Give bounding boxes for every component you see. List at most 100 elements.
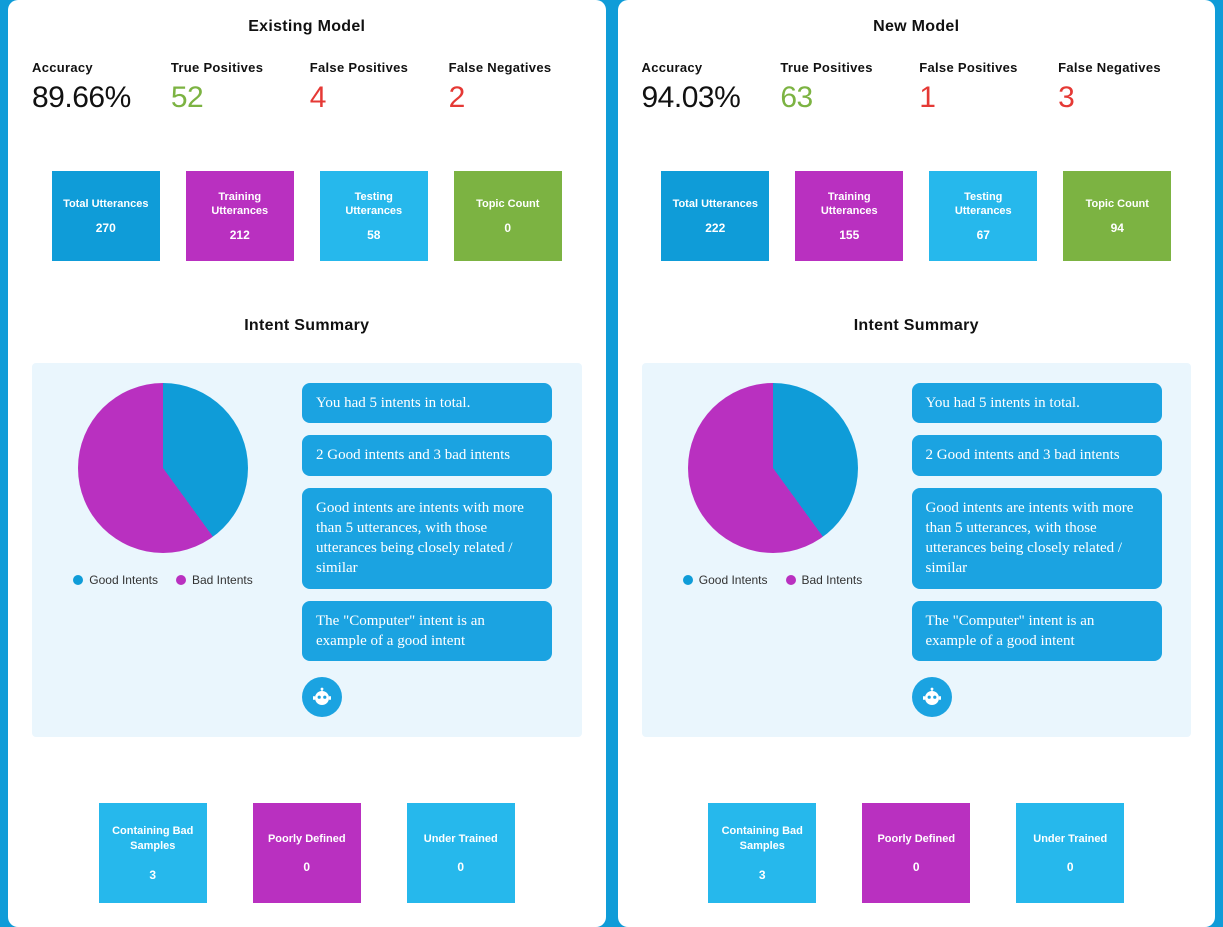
bottom-card-value: 0 [913, 860, 920, 874]
metric-label: Accuracy [32, 60, 165, 75]
panel-existing-model: Existing Model Accuracy 89.66% True Posi… [8, 0, 606, 927]
stat-card-topic-count[interactable]: Topic Count 0 [454, 171, 562, 261]
metric-value: 63 [780, 81, 913, 115]
metric-false-positives: False Positives 1 [919, 60, 1052, 115]
metric-value: 2 [449, 81, 582, 115]
pie-legend: Good Intents Bad Intents [73, 573, 252, 587]
legend-dot-icon [786, 575, 796, 585]
summary-bubble: You had 5 intents in total. [302, 383, 552, 423]
metrics-row: Accuracy 94.03% True Positives 63 False … [642, 60, 1192, 115]
pie-column: Good Intents Bad Intents [658, 383, 888, 717]
stat-card-value: 222 [705, 221, 725, 235]
panel-new-model: New Model Accuracy 94.03% True Positives… [618, 0, 1216, 927]
card-under-trained[interactable]: Under Trained 0 [1016, 803, 1124, 903]
legend-item-good: Good Intents [683, 573, 768, 587]
card-poorly-defined[interactable]: Poorly Defined 0 [253, 803, 361, 903]
stat-card-training-utterances[interactable]: Training Utterances 212 [186, 171, 294, 261]
bot-icon[interactable] [912, 677, 952, 717]
metric-value: 89.66% [32, 81, 165, 115]
stat-card-label: Topic Count [476, 197, 539, 211]
metric-label: False Positives [919, 60, 1052, 75]
summary-bubble: Good intents are intents with more than … [302, 488, 552, 589]
metric-value: 52 [171, 81, 304, 115]
summary-bubble: The "Computer" intent is an example of a… [302, 601, 552, 662]
metric-true-positives: True Positives 63 [780, 60, 913, 115]
stat-card-topic-count[interactable]: Topic Count 94 [1063, 171, 1171, 261]
bottom-card-label: Under Trained [424, 832, 498, 847]
bottom-card-value: 0 [303, 860, 310, 874]
summary-bubble: 2 Good intents and 3 bad intents [302, 435, 552, 475]
metric-false-negatives: False Negatives 2 [449, 60, 582, 115]
stat-card-value: 0 [504, 221, 511, 235]
stat-card-value: 155 [839, 228, 859, 242]
legend-label: Bad Intents [192, 573, 253, 587]
bottom-cards-row: Containing Bad Samples 3 Poorly Defined … [642, 803, 1192, 903]
metric-value: 1 [919, 81, 1052, 115]
stat-card-value: 58 [367, 228, 380, 242]
card-under-trained[interactable]: Under Trained 0 [407, 803, 515, 903]
bottom-card-label: Under Trained [1033, 832, 1107, 847]
summary-bubble: The "Computer" intent is an example of a… [912, 601, 1162, 662]
card-containing-bad-samples[interactable]: Containing Bad Samples 3 [99, 803, 207, 903]
card-poorly-defined[interactable]: Poorly Defined 0 [862, 803, 970, 903]
legend-item-good: Good Intents [73, 573, 158, 587]
metric-true-positives: True Positives 52 [171, 60, 304, 115]
metric-label: False Negatives [1058, 60, 1191, 75]
metric-value: 3 [1058, 81, 1191, 115]
stat-card-testing-utterances[interactable]: Testing Utterances 58 [320, 171, 428, 261]
stat-card-value: 270 [96, 221, 116, 235]
stat-card-value: 67 [977, 228, 990, 242]
legend-label: Good Intents [89, 573, 158, 587]
legend-label: Bad Intents [802, 573, 863, 587]
metric-label: False Negatives [449, 60, 582, 75]
stat-card-training-utterances[interactable]: Training Utterances 155 [795, 171, 903, 261]
legend-item-bad: Bad Intents [786, 573, 863, 587]
metric-value: 4 [310, 81, 443, 115]
bottom-card-value: 3 [149, 868, 156, 882]
intent-pie-chart [78, 383, 248, 553]
stat-card-value: 94 [1111, 221, 1124, 235]
summary-bubble: You had 5 intents in total. [912, 383, 1162, 423]
bottom-card-label: Containing Bad Samples [105, 824, 201, 854]
stat-cards-row: Total Utterances 222 Training Utterances… [642, 171, 1192, 261]
stat-card-label: Testing Utterances [935, 190, 1031, 219]
summary-bubble: 2 Good intents and 3 bad intents [912, 435, 1162, 475]
stat-card-label: Training Utterances [801, 190, 897, 219]
bottom-card-value: 3 [759, 868, 766, 882]
stat-card-label: Training Utterances [192, 190, 288, 219]
legend-item-bad: Bad Intents [176, 573, 253, 587]
bubbles-column: You had 5 intents in total. 2 Good inten… [302, 383, 566, 717]
metric-false-positives: False Positives 4 [310, 60, 443, 115]
intent-pie-chart [688, 383, 858, 553]
stat-card-value: 212 [230, 228, 250, 242]
metric-label: Accuracy [642, 60, 775, 75]
panels-container: Existing Model Accuracy 89.66% True Posi… [0, 0, 1223, 927]
legend-dot-icon [73, 575, 83, 585]
summary-bubble: Good intents are intents with more than … [912, 488, 1162, 589]
bottom-card-label: Poorly Defined [268, 832, 346, 847]
bottom-card-value: 0 [457, 860, 464, 874]
bottom-cards-row: Containing Bad Samples 3 Poorly Defined … [32, 803, 582, 903]
metric-label: True Positives [780, 60, 913, 75]
bot-icon[interactable] [302, 677, 342, 717]
metric-value: 94.03% [642, 81, 775, 115]
legend-dot-icon [683, 575, 693, 585]
stat-card-label: Testing Utterances [326, 190, 422, 219]
metric-accuracy: Accuracy 94.03% [642, 60, 775, 115]
stat-card-total-utterances[interactable]: Total Utterances 222 [661, 171, 769, 261]
bubbles-column: You had 5 intents in total. 2 Good inten… [912, 383, 1176, 717]
stat-card-testing-utterances[interactable]: Testing Utterances 67 [929, 171, 1037, 261]
panel-title: New Model [642, 18, 1192, 36]
pie-column: Good Intents Bad Intents [48, 383, 278, 717]
bottom-card-label: Containing Bad Samples [714, 824, 810, 854]
stat-card-label: Total Utterances [63, 197, 148, 211]
bottom-card-label: Poorly Defined [877, 832, 955, 847]
bottom-card-value: 0 [1067, 860, 1074, 874]
stat-card-label: Total Utterances [673, 197, 758, 211]
pie-legend: Good Intents Bad Intents [683, 573, 862, 587]
intent-summary-panel: Good Intents Bad Intents You had 5 inten… [32, 363, 582, 737]
card-containing-bad-samples[interactable]: Containing Bad Samples 3 [708, 803, 816, 903]
legend-dot-icon [176, 575, 186, 585]
metric-label: False Positives [310, 60, 443, 75]
stat-card-total-utterances[interactable]: Total Utterances 270 [52, 171, 160, 261]
